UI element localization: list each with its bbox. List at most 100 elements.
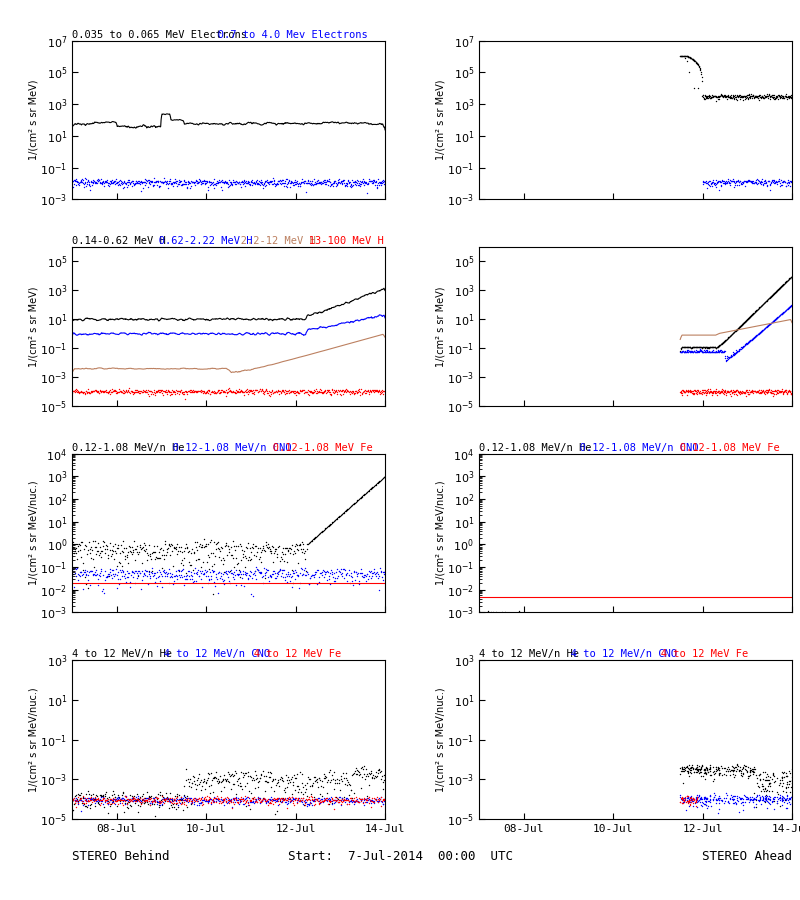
Point: [157, 384, 170, 399]
Point: [247, 792, 260, 806]
Point: [695, 340, 708, 355]
Point: [768, 789, 781, 804]
Point: [728, 795, 741, 809]
Point: [131, 798, 144, 813]
Point: [118, 549, 131, 563]
Point: [102, 569, 115, 583]
Point: [131, 791, 144, 806]
Point: [269, 795, 282, 809]
Point: [148, 793, 161, 807]
Point: [181, 386, 194, 400]
Point: [230, 385, 243, 400]
Point: [690, 56, 703, 70]
Point: [246, 175, 259, 189]
Point: [78, 564, 91, 579]
Point: [200, 794, 213, 808]
Point: [675, 345, 688, 359]
Point: [76, 794, 89, 808]
Point: [347, 176, 360, 190]
Point: [71, 539, 84, 554]
Point: [227, 791, 240, 806]
Point: [158, 796, 170, 811]
Point: [222, 173, 235, 187]
Point: [308, 382, 321, 397]
Point: [85, 788, 98, 803]
Point: [279, 546, 292, 561]
Point: [757, 296, 770, 310]
Point: [168, 175, 181, 189]
Point: [242, 572, 254, 586]
Point: [712, 338, 725, 353]
Point: [698, 340, 711, 355]
Point: [786, 298, 798, 312]
Point: [750, 770, 763, 785]
Point: [742, 174, 755, 188]
Point: [311, 385, 324, 400]
Point: [686, 385, 698, 400]
Point: [678, 384, 690, 399]
Point: [687, 53, 700, 68]
Point: [230, 557, 243, 572]
Point: [358, 487, 371, 501]
Point: [150, 550, 162, 564]
Point: [305, 534, 318, 548]
Point: [158, 791, 170, 806]
Point: [762, 788, 775, 803]
Point: [329, 174, 342, 188]
Point: [171, 788, 184, 802]
Point: [284, 175, 297, 189]
Point: [238, 385, 250, 400]
Point: [177, 803, 190, 817]
Point: [218, 577, 230, 591]
Point: [273, 174, 286, 188]
Point: [343, 791, 356, 806]
Point: [122, 383, 135, 398]
Point: [311, 527, 324, 542]
Point: [290, 536, 302, 551]
Point: [254, 796, 266, 810]
Point: [346, 578, 359, 592]
Point: [377, 796, 390, 811]
Point: [135, 184, 148, 198]
Point: [97, 797, 110, 812]
Point: [228, 384, 241, 399]
Point: [86, 175, 98, 189]
Point: [762, 791, 775, 806]
Point: [700, 343, 713, 357]
Point: [734, 383, 746, 398]
Point: [777, 790, 790, 805]
Point: [362, 572, 374, 586]
Point: [775, 770, 788, 784]
Point: [244, 176, 257, 191]
Point: [718, 384, 731, 399]
Point: [765, 289, 778, 303]
Point: [718, 87, 731, 102]
Point: [76, 536, 89, 550]
Point: [726, 174, 738, 188]
Point: [682, 796, 694, 810]
Point: [697, 88, 710, 103]
Point: [319, 771, 332, 786]
Point: [767, 92, 780, 106]
Point: [676, 792, 689, 806]
Point: [355, 792, 368, 806]
Point: [767, 173, 780, 187]
Point: [685, 51, 698, 66]
Point: [183, 176, 196, 190]
Point: [210, 789, 223, 804]
Point: [773, 174, 786, 188]
Point: [734, 385, 746, 400]
Point: [103, 792, 116, 806]
Point: [210, 536, 223, 551]
Point: [88, 798, 101, 813]
Point: [297, 787, 310, 801]
Point: [714, 176, 726, 190]
Point: [747, 176, 760, 190]
Point: [240, 176, 253, 191]
Point: [291, 176, 304, 191]
Point: [230, 766, 242, 780]
Point: [690, 762, 703, 777]
Point: [262, 574, 275, 589]
Point: [232, 384, 245, 399]
Point: [738, 759, 751, 773]
